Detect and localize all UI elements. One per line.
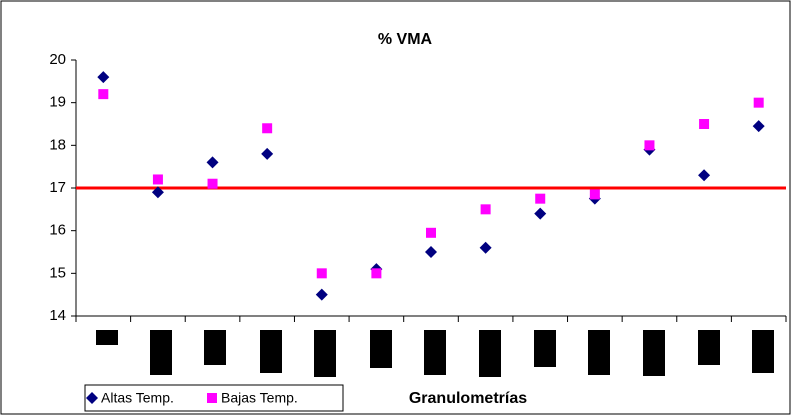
category-label-block bbox=[588, 330, 610, 375]
data-point bbox=[97, 71, 110, 84]
hidden-category-labels bbox=[96, 330, 774, 377]
y-tick-label: 18 bbox=[49, 136, 66, 153]
data-point bbox=[371, 268, 382, 279]
category-label-block bbox=[698, 330, 720, 365]
legend-marker bbox=[86, 392, 98, 404]
y-tick-label: 16 bbox=[49, 222, 66, 239]
category-label-block bbox=[643, 330, 665, 376]
y-tick-label: 20 bbox=[49, 51, 66, 68]
data-point bbox=[315, 288, 328, 301]
data-point bbox=[534, 207, 547, 220]
data-point bbox=[316, 268, 327, 279]
y-tick-label: 17 bbox=[49, 179, 66, 196]
data-point bbox=[535, 193, 546, 204]
data-point bbox=[753, 97, 764, 108]
chart-title: % VMA bbox=[378, 31, 433, 48]
y-tick-label: 19 bbox=[49, 94, 66, 111]
data-point bbox=[426, 227, 436, 238]
category-label-block bbox=[479, 330, 501, 377]
category-label-block bbox=[260, 330, 282, 373]
category-label-block bbox=[204, 330, 226, 365]
y-tick-label: 14 bbox=[49, 307, 66, 324]
x-axis-label: Granulometrías bbox=[409, 390, 527, 407]
data-point bbox=[752, 120, 765, 133]
data-point bbox=[262, 123, 273, 134]
category-label-block bbox=[534, 330, 556, 367]
data-point bbox=[425, 246, 437, 258]
data-point bbox=[699, 119, 710, 129]
category-label-block bbox=[314, 330, 336, 377]
data-point bbox=[479, 241, 492, 254]
data-point bbox=[480, 204, 491, 215]
data-point bbox=[207, 178, 218, 189]
data-point bbox=[151, 186, 164, 199]
category-label-block bbox=[96, 330, 118, 345]
data-point bbox=[98, 89, 109, 100]
legend-marker bbox=[207, 393, 217, 403]
data-point bbox=[589, 189, 600, 200]
data-point bbox=[644, 140, 655, 151]
category-label-block bbox=[370, 330, 392, 368]
legend-label: Altas Temp. bbox=[101, 390, 174, 406]
data-point bbox=[152, 174, 163, 185]
y-tick-label: 15 bbox=[49, 264, 66, 281]
legend-label: Bajas Temp. bbox=[221, 390, 298, 406]
data-point bbox=[206, 156, 219, 169]
data-point bbox=[261, 147, 274, 160]
category-label-block bbox=[752, 330, 774, 373]
category-label-block bbox=[424, 330, 446, 375]
category-label-block bbox=[150, 330, 172, 375]
data-point bbox=[698, 169, 711, 182]
